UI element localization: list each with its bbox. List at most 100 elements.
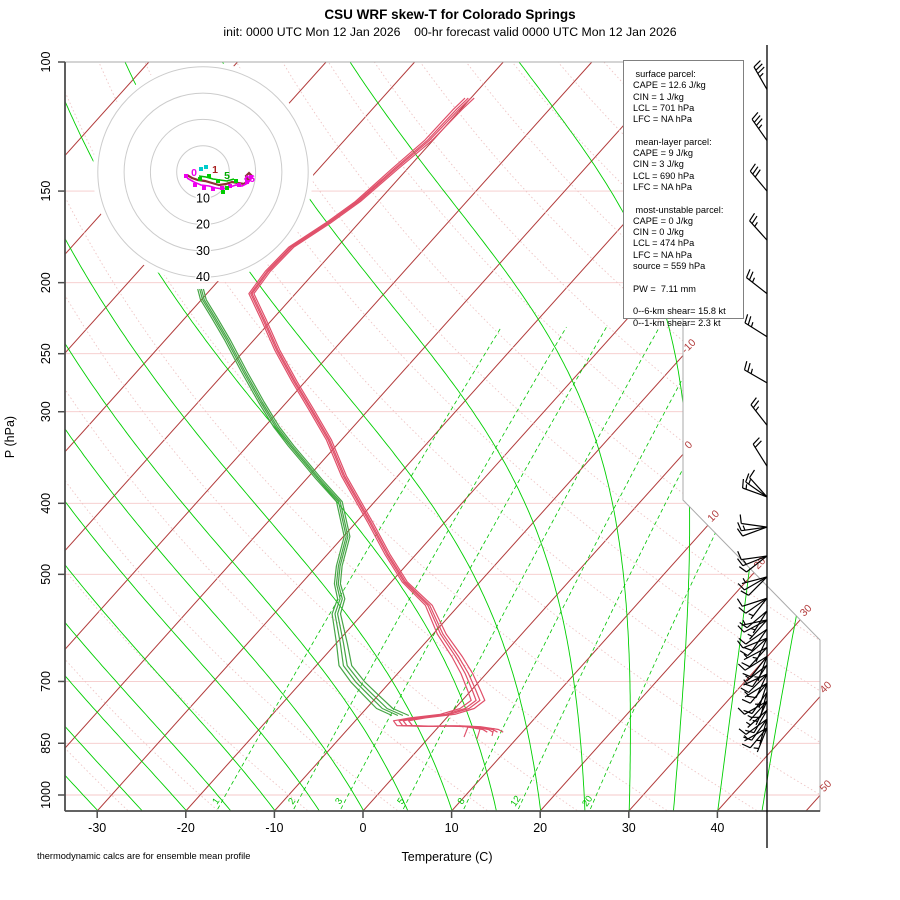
wind-barb: [744, 682, 768, 698]
hodograph-marker-cyan: [199, 167, 203, 171]
parcel-info-line: LFC = NA hPa: [633, 249, 692, 260]
wind-barb: [741, 727, 768, 749]
chart-subtitle: init: 0000 UTC Mon 12 Jan 2026 00-hr for…: [223, 25, 677, 39]
wind-barb: [738, 718, 768, 735]
pressure-tick-label: 700: [39, 671, 53, 692]
mixing-ratio-label: 5: [395, 796, 407, 807]
temperature-trace: [250, 97, 494, 733]
hodograph-marker-magenta: [220, 186, 224, 190]
wind-barb: [737, 551, 768, 561]
wind-barb: [736, 597, 768, 607]
isotherm-line: [65, 62, 593, 811]
isotherm-line: [274, 62, 820, 811]
temperature-trace: [251, 97, 498, 733]
moist-adiabat-line: [65, 62, 453, 811]
wind-barb: [753, 60, 768, 90]
hodograph-marker-magenta: [202, 186, 206, 190]
parcel-info-line: LCL = 690 hPa: [633, 170, 695, 181]
hodograph-marker-magenta: [211, 187, 215, 191]
parcel-info-line: CAPE = 0 J/kg: [633, 215, 694, 226]
wind-barb: [743, 361, 768, 384]
parcel-info-line: PW = 7.11 mm: [633, 283, 696, 294]
hodograph-marker-green: [216, 179, 220, 183]
y-axis-label: P (hPa): [3, 416, 17, 458]
wind-barb: [737, 700, 768, 715]
wind-barb: [743, 628, 768, 652]
isotherm-line: [65, 62, 504, 811]
pressure-tick-label: 250: [39, 343, 53, 364]
wind-barb: [749, 212, 768, 241]
hodograph-marker-magenta: [245, 180, 249, 184]
moist-adiabat-line: [339, 62, 631, 811]
hodograph-marker-cyan: [204, 165, 208, 169]
wind-barb: [745, 269, 768, 295]
temp-tick-label: -20: [177, 821, 195, 835]
parcel-info-line: CIN = 0 J/kg: [633, 227, 684, 238]
wind-barb: [739, 637, 768, 657]
parcel-info-line: CAPE = 9 J/kg: [633, 148, 694, 159]
dewpoint-trace: [197, 288, 393, 717]
wind-barb: [736, 526, 768, 537]
moist-adiabat-line: [761, 62, 820, 811]
hodograph-marker-magenta: [237, 183, 241, 187]
moist-adiabat-line: [65, 62, 409, 811]
pressure-tick-label: 100: [39, 52, 53, 73]
isotherm-edge-label: 10: [705, 508, 722, 525]
temp-tick-label: 30: [622, 821, 636, 835]
wind-barb: [750, 397, 768, 426]
isotherm-edge-label: 30: [798, 602, 815, 619]
footnote: thermodynamic calcs are for ensemble mea…: [37, 851, 251, 861]
parcel-info-line: LCL = 701 hPa: [633, 102, 695, 113]
wind-barb: [749, 469, 768, 498]
pressure-tick-label: 1000: [39, 781, 53, 809]
wind-barb: [747, 619, 768, 640]
surface-end-tick: [476, 728, 481, 740]
pressure-tick-label: 150: [39, 181, 53, 202]
temp-tick-label: -30: [88, 821, 106, 835]
wind-barb: [741, 576, 768, 585]
isotherm-edge-label: -10: [679, 337, 698, 356]
wind-barb: [741, 682, 768, 704]
dry-adiabat-line: [65, 62, 578, 811]
temperature-trace: [253, 97, 504, 733]
wind-barb: [751, 112, 768, 141]
wind-barb: [744, 314, 768, 338]
temperature-trace: [248, 97, 488, 733]
wind-barb: [745, 709, 768, 728]
hodograph-ring-label: 20: [196, 218, 210, 232]
wind-barb: [749, 163, 768, 192]
parcel-info-line: 0--1-km shear= 2.3 kt: [633, 317, 721, 328]
hodograph-mask: [92, 61, 314, 283]
x-axis-label: Temperature (C): [402, 850, 493, 864]
hodograph-height-label: 1: [212, 164, 218, 176]
hodograph-marker-green: [207, 174, 211, 178]
parcel-info-line: surface parcel:: [633, 69, 696, 79]
parcel-info-box: surface parcel: CAPE = 12.6 J/kg CIN = 1 J…: [623, 60, 744, 328]
pressure-tick-label: 200: [39, 272, 53, 293]
hodograph-marker-magenta: [249, 175, 253, 179]
wind-barb: [737, 555, 768, 567]
wind-barb: [743, 727, 768, 742]
mixing-ratio-line: [463, 326, 711, 810]
moist-adiabat-line: [65, 62, 187, 811]
dewpoint-trace: [199, 288, 399, 717]
temp-tick-label: 10: [445, 821, 459, 835]
pressure-tick-label: 400: [39, 493, 53, 514]
isotherm-line: [539, 62, 820, 811]
isotherm-edge-label: 0: [683, 439, 696, 452]
mixing-ratio-label: 1: [210, 796, 222, 807]
mixing-ratio-line: [402, 326, 660, 810]
parcel-info-line: most-unstable parcel:: [633, 204, 724, 215]
hodograph: 10 20 30 40 0 1 5 6: [92, 61, 314, 286]
wind-barb: [742, 478, 768, 498]
dry-adiabat-line: [282, 62, 820, 811]
mixing-ratio-label: 3: [333, 796, 345, 807]
wind-barb: [755, 683, 768, 709]
wind-barb: [739, 514, 768, 528]
sounding-profiles: [197, 97, 504, 740]
hodograph-marker-green: [221, 190, 225, 194]
mixing-ratio-label: 2: [286, 796, 298, 807]
temp-tick-label: 20: [533, 821, 547, 835]
moist-adiabat-line: [65, 62, 320, 811]
